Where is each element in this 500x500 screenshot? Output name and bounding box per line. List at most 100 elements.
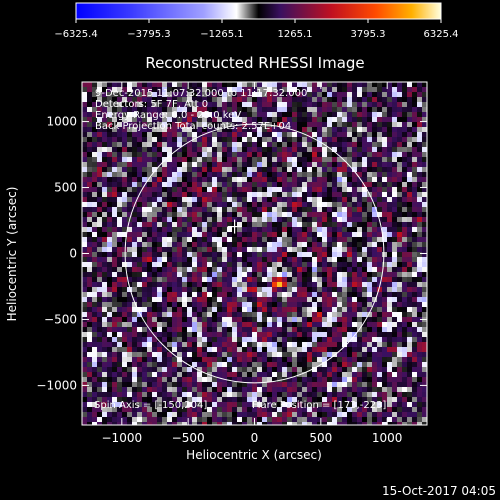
heatmap-cell [312,382,317,387]
heatmap-cell [362,127,367,132]
heatmap-cell [307,397,312,402]
heatmap-cell [322,262,327,267]
heatmap-cell [107,297,112,302]
heatmap-cell [117,252,122,257]
heatmap-cell [222,287,227,292]
heatmap-cell [387,147,392,152]
heatmap-cell [92,152,97,157]
heatmap-cell [237,407,242,412]
heatmap-cell [227,247,232,252]
heatmap-cell [267,157,272,162]
heatmap-cell [287,112,292,117]
heatmap-cell [412,162,417,167]
heatmap-cell [207,242,212,247]
heatmap-cell [142,402,147,407]
heatmap-cell [107,307,112,312]
heatmap-cell [92,287,97,292]
heatmap-cell [332,92,337,97]
heatmap-cell [362,137,367,142]
heatmap-cell [152,92,157,97]
heatmap-cell [167,187,172,192]
heatmap-cell [227,147,232,152]
heatmap-cell [177,167,182,172]
heatmap-cell [327,402,332,407]
heatmap-cell [342,192,347,197]
heatmap-cell [287,342,292,347]
heatmap-cell [257,87,262,92]
heatmap-cell [372,392,377,397]
heatmap-cell [172,147,177,152]
heatmap-cell [127,187,132,192]
heatmap-cell [192,312,197,317]
heatmap-cell [227,117,232,122]
heatmap-cell [222,167,227,172]
heatmap-cell [357,147,362,152]
heatmap-cell [247,332,252,337]
heatmap-cell [417,172,422,177]
heatmap-cell [377,197,382,202]
heatmap-cell [202,257,207,262]
heatmap-cell [132,207,137,212]
heatmap-cell [112,202,117,207]
heatmap-cell [352,332,357,337]
heatmap-cell [277,387,282,392]
heatmap-cell [372,337,377,342]
heatmap-cell [147,392,152,397]
heatmap-cell [312,107,317,112]
heatmap-cell [187,207,192,212]
heatmap-cell [212,367,217,372]
heatmap-cell [117,212,122,217]
heatmap-cell [357,282,362,287]
heatmap-cell [312,387,317,392]
heatmap-cell [327,282,332,287]
heatmap-cell [92,407,97,412]
heatmap-cell [227,297,232,302]
heatmap-cell [267,82,272,87]
heatmap-cell [147,182,152,187]
heatmap-cell [227,87,232,92]
heatmap-cell [307,417,312,422]
heatmap-cell [332,107,337,112]
heatmap-cell [292,167,297,172]
heatmap-cell [277,222,282,227]
heatmap-cell [152,252,157,257]
heatmap-cell [202,322,207,327]
heatmap-cell [337,392,342,397]
heatmap-cell [122,197,127,202]
heatmap-cell [122,267,127,272]
heatmap-cell [212,107,217,112]
heatmap-cell [117,117,122,122]
heatmap-cell [267,327,272,332]
heatmap-cell [242,397,247,402]
heatmap-cell [97,412,102,417]
heatmap-cell [297,332,302,337]
heatmap-cell [192,182,197,187]
heatmap-cell [237,317,242,322]
heatmap-cell [422,87,427,92]
heatmap-cell [177,212,182,217]
heatmap-cell [227,292,232,297]
heatmap-cell [167,132,172,137]
heatmap-cell [107,212,112,217]
heatmap-cell [322,202,327,207]
heatmap-cell [87,417,92,422]
heatmap-cell [192,247,197,252]
heatmap-cell [257,312,262,317]
heatmap-cell [242,322,247,327]
heatmap-cell [122,147,127,152]
heatmap-cell [122,347,127,352]
heatmap-cell [262,102,267,107]
heatmap-cell [117,287,122,292]
heatmap-cell [172,132,177,137]
heatmap-cell [192,232,197,237]
heatmap-cell [87,277,92,282]
heatmap-cell [352,382,357,387]
heatmap-cell [247,232,252,237]
heatmap-cell [202,142,207,147]
heatmap-cell [212,292,217,297]
heatmap-cell [147,227,152,232]
heatmap-cell [287,152,292,157]
heatmap-cell [297,132,302,137]
heatmap-cell [407,247,412,252]
heatmap-cell [287,387,292,392]
